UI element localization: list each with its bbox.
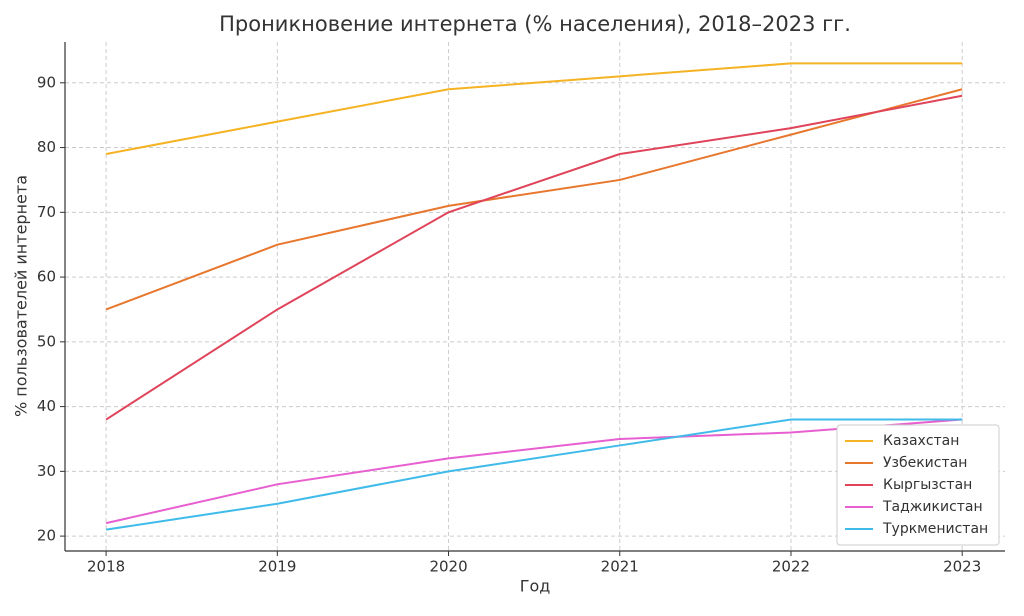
x-tick-label: 2022 <box>772 558 810 576</box>
x-tick-label: 2023 <box>943 558 981 576</box>
y-tick-label: 40 <box>37 397 56 415</box>
legend-label: Туркменистан <box>882 521 988 537</box>
legend-label: Кыргызстан <box>883 477 972 493</box>
y-axis-label: % пользователей интернета <box>12 175 31 417</box>
y-tick-label: 70 <box>37 203 56 221</box>
legend-label: Казахстан <box>883 433 959 449</box>
x-axis-label: Год <box>520 577 551 596</box>
line-series <box>105 88 963 311</box>
chart-title: Проникновение интернета (% населения), 2… <box>219 12 851 36</box>
y-tick-label: 90 <box>37 73 56 91</box>
x-tick-label: 2020 <box>429 558 467 576</box>
legend <box>836 424 1000 546</box>
y-tick-label: 20 <box>37 527 56 545</box>
line-series <box>105 94 963 421</box>
y-tick-label: 80 <box>37 138 56 156</box>
x-tick-label: 2021 <box>601 558 639 576</box>
line-series <box>105 62 963 156</box>
x-tick-label: 2018 <box>87 558 125 576</box>
line-series <box>105 418 963 525</box>
legend-label: Таджикистан <box>882 499 983 515</box>
y-tick-label: 60 <box>37 268 56 286</box>
y-tick-label: 30 <box>37 462 56 480</box>
y-tick-label: 50 <box>37 332 56 350</box>
x-tick-label: 2019 <box>258 558 296 576</box>
line-series <box>105 418 963 531</box>
legend-label: Узбекистан <box>883 455 967 471</box>
